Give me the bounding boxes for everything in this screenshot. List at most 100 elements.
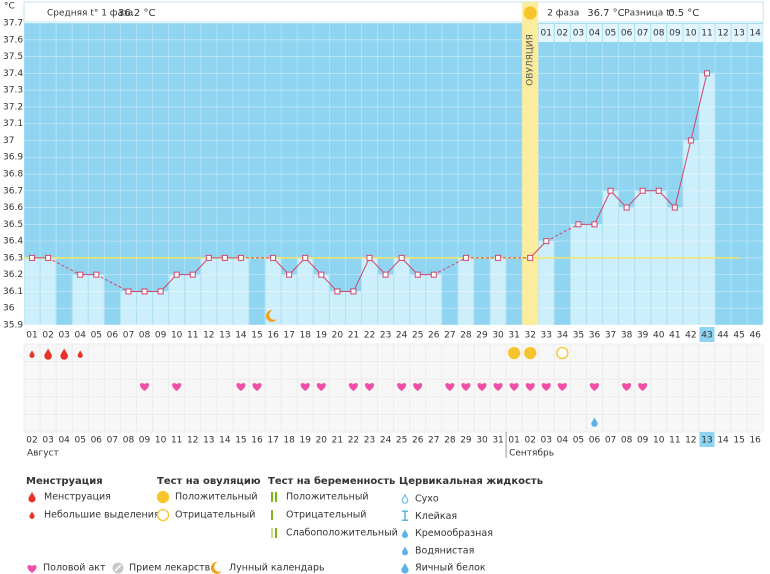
cycle-day-label: 45 (733, 331, 744, 341)
temperature-bar (538, 241, 554, 325)
intercourse-icon (461, 383, 471, 391)
temperature-marker (655, 187, 662, 194)
legend-item: Менструация (44, 492, 111, 503)
intercourse-icon (445, 383, 455, 391)
y-tick-label: 37.2 (3, 102, 23, 112)
temperature-bar (169, 274, 185, 325)
temperature-bar (233, 257, 249, 325)
temperature-bar (313, 274, 329, 325)
luteal-day-label: 03 (573, 29, 584, 39)
y-tick-label: 36.1 (3, 287, 23, 297)
cycle-day-label: 42 (685, 331, 696, 341)
y-tick-label: 37.7 (3, 19, 23, 29)
y-tick-label: 36.2 (3, 270, 23, 280)
date-label: 10 (653, 436, 665, 446)
diff-label: Разница t° (624, 9, 674, 19)
temperature-bar (378, 274, 394, 325)
temperature-bar (120, 291, 136, 325)
temperature-marker (141, 288, 148, 295)
header-box (23, 1, 764, 23)
y-tick-label: 36.7 (3, 186, 23, 196)
date-label: 11 (669, 436, 680, 446)
luteal-day-label: 04 (589, 29, 601, 39)
cycle-day-label: 34 (557, 331, 569, 341)
temperature-marker (77, 271, 84, 278)
gap-connector (546, 223, 579, 242)
phase2-label: 2 фаза (547, 9, 579, 19)
cycle-day-label: 16 (267, 331, 279, 341)
legend-icon (275, 528, 277, 538)
date-label: 03 (42, 436, 53, 446)
temperature-bar (265, 257, 281, 325)
date-label: 07 (605, 436, 616, 446)
cycle-day-label: 09 (155, 331, 167, 341)
ovulation-test-icon (524, 346, 537, 360)
date-label: 14 (717, 436, 729, 446)
cycle-day-label: 15 (251, 331, 262, 341)
luteal-day-label: 05 (605, 29, 616, 39)
date-label: 26 (412, 436, 424, 446)
phase2-value: 36.7 °C (587, 8, 624, 19)
temperature-bar (667, 207, 683, 325)
legend-item: Положительный (286, 492, 369, 503)
temperature-bar (281, 274, 297, 325)
legend-item: Слабоположительный (286, 528, 398, 539)
temperature-marker (221, 254, 228, 261)
date-label: 15 (733, 436, 744, 446)
luteal-cell (699, 24, 715, 42)
luteal-cell (667, 24, 683, 42)
date-label: 04 (58, 436, 70, 446)
temperature-bar (361, 257, 378, 325)
cycle-day-label: 26 (428, 331, 440, 341)
temperature-marker (157, 288, 164, 295)
temperature-bar (24, 257, 40, 325)
cycle-day-label: 23 (380, 331, 391, 341)
legend-icon (210, 561, 222, 574)
intercourse-icon (589, 383, 600, 391)
y-tick-label: 37.4 (3, 69, 23, 79)
temperature-bar (683, 140, 699, 325)
legend-icon (29, 511, 35, 519)
phase1-label: Средняя t° 1 фаза (47, 9, 133, 19)
legend-icon (275, 492, 277, 502)
date-label: 02 (524, 436, 535, 446)
date-label: 30 (476, 436, 488, 446)
cycle-day-label: 22 (364, 331, 375, 341)
temperature-marker (270, 254, 277, 261)
cycle-day-label: 17 (283, 331, 294, 341)
luteal-cell (619, 24, 635, 42)
legend-item: Клейкая (415, 511, 457, 522)
luteal-day-label: 11 (701, 29, 712, 39)
cycle-day-label: 10 (171, 331, 183, 341)
cycle-day-label: 18 (299, 331, 311, 341)
temperature-marker (430, 271, 437, 278)
cycle-day-label: 38 (621, 331, 633, 341)
y-tick-label: 37.6 (3, 35, 23, 45)
date-label: 07 (107, 436, 118, 446)
date-label: 10 (155, 436, 167, 446)
intercourse-icon (316, 383, 326, 391)
legend-icon (156, 490, 170, 504)
intercourse-icon (509, 383, 519, 391)
y-tick-label: 36.4 (3, 237, 23, 247)
intercourse-icon (252, 383, 262, 391)
temperature-marker (286, 271, 293, 278)
cycle-day-label: 04 (75, 331, 87, 341)
menstruation-icon (60, 348, 68, 360)
cycle-day-label: 36 (589, 331, 601, 341)
cycle-day-label: 01 (26, 331, 37, 341)
moon-icon (265, 309, 278, 322)
date-label: 28 (444, 436, 456, 446)
cycle-day-label: 31 (508, 331, 519, 341)
date-label: 09 (139, 436, 151, 446)
luteal-day-label: 12 (717, 29, 728, 39)
legend-icon (402, 510, 408, 522)
legend-icon (402, 546, 408, 556)
temperature-marker (495, 254, 502, 261)
temperature-bar (699, 73, 715, 325)
cervical-fluid-icon (591, 417, 598, 427)
temperature-bar (426, 274, 442, 325)
temperature-marker (671, 204, 678, 211)
cycle-day-label: 08 (139, 331, 151, 341)
date-label: 15 (235, 436, 246, 446)
